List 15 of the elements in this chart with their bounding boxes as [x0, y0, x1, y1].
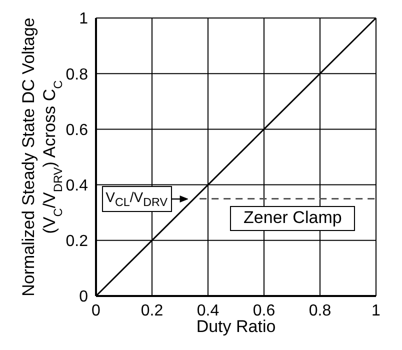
- y-tick-label: 0.6: [66, 122, 88, 139]
- x-tick-label: 0.6: [252, 302, 276, 320]
- x-tick-label: 0: [92, 302, 101, 320]
- x-tick-label: 1: [372, 302, 381, 320]
- y-tick-label: 0.8: [66, 66, 88, 84]
- x-tick-label: 0.8: [308, 302, 332, 320]
- y-tick-label: 0.4: [66, 177, 88, 194]
- x-axis-title: Duty Ratio: [196, 317, 276, 336]
- annotation: Zener Clamp: [230, 206, 355, 231]
- y-tick-label: 0: [79, 288, 88, 306]
- x-tick-label: 0.2: [140, 302, 164, 320]
- y-tick-label: 1: [79, 10, 88, 28]
- x-tick-label: 0.4: [196, 302, 220, 320]
- y-tick-label: 0.2: [66, 233, 88, 250]
- annotation: V$_{CL}$/V$_{DRV}$: [106, 188, 168, 209]
